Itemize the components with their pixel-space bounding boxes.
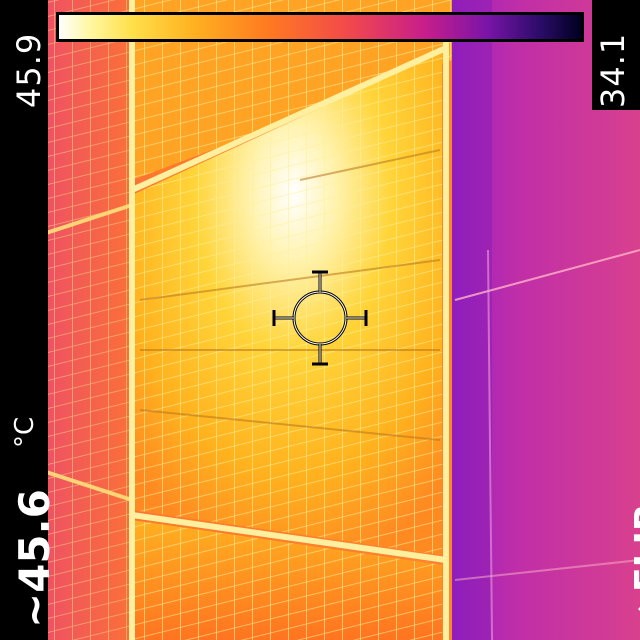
flir-flame-icon — [638, 598, 640, 620]
flir-logo: FLIR — [628, 503, 640, 622]
scale-max-temperature: 45.9 — [10, 32, 48, 108]
spot-meter-crosshair-icon — [272, 270, 368, 366]
panel-frames — [129, 0, 449, 640]
scale-min-temperature: 34.1 — [594, 32, 632, 108]
right-readout-strip — [592, 0, 640, 110]
left-panel-grid — [39, 0, 133, 640]
right-wall — [452, 0, 640, 640]
temperature-unit: °C — [10, 416, 40, 448]
brand-name: FLIR — [628, 503, 640, 592]
left-readout-strip — [0, 0, 48, 640]
temperature-color-scale — [56, 12, 584, 42]
panel-busbars — [139, 149, 441, 441]
spot-temperature-readout: ~45.6 — [10, 489, 59, 628]
